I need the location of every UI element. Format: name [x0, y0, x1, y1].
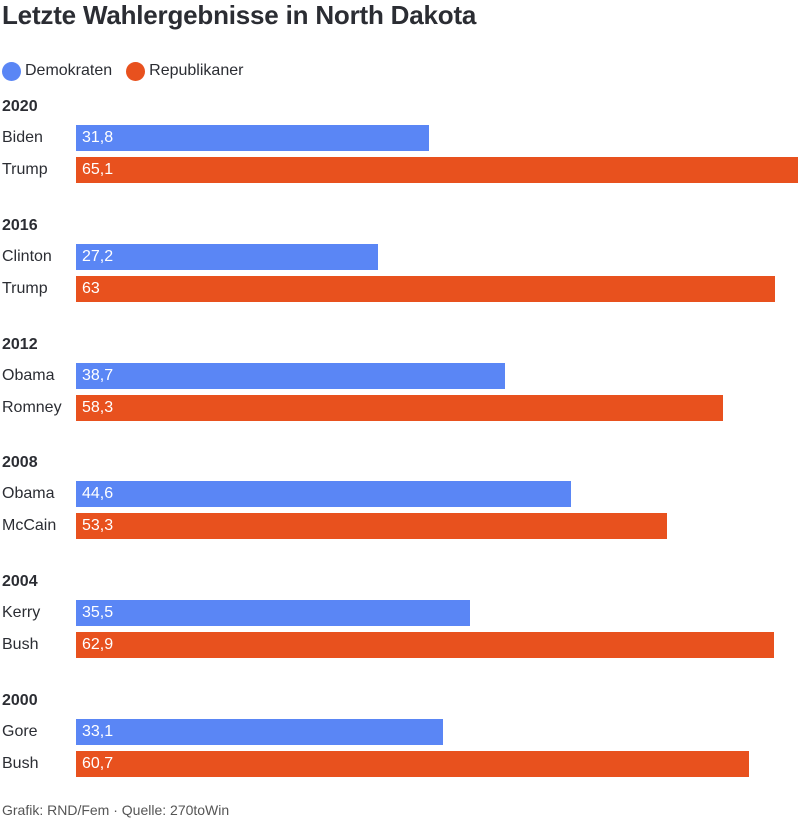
bar-democrats: 38,7: [76, 362, 505, 389]
group-label-2020: 2020: [2, 98, 38, 115]
candidate-label: Kerry: [2, 604, 41, 622]
candidate-label: Trump: [2, 279, 48, 297]
bar-democrats: 44,6: [76, 481, 571, 508]
candidate-label: Gore: [2, 723, 38, 740]
bar-value-label: 62,9: [82, 636, 114, 654]
candidate-label: Bush: [2, 636, 39, 654]
bar-republicans: 58,3: [76, 394, 723, 421]
legend-label-republicans: Republikaner: [149, 62, 244, 79]
bar-democrats: 35,5: [76, 600, 470, 627]
bar-democrats: 27,2: [76, 243, 378, 270]
chart-footer: Grafik: RND/Fem · Quelle: 270toWin: [2, 802, 230, 818]
group-label-2008: 2008: [2, 454, 38, 472]
group-label-2016: 2016: [2, 216, 38, 234]
bar-republicans: 65,1: [76, 157, 798, 183]
bar-value-label: 31,8: [82, 129, 114, 146]
bar-democrats: 33,1: [76, 719, 443, 745]
legend-item-democrats: Demokraten: [2, 61, 113, 81]
bar-value-label: 53,3: [82, 517, 114, 535]
bar-value-label: 38,7: [82, 366, 114, 384]
candidate-label: Bush: [2, 755, 39, 772]
bar-value-label: 58,3: [82, 398, 114, 416]
bar-republicans: 62,9: [76, 632, 774, 659]
candidate-label: McCain: [2, 517, 57, 535]
bar-republicans: 60,7: [76, 751, 749, 777]
legend-label-democrats: Demokraten: [25, 62, 113, 79]
chart-title: Letzte Wahlergebnisse in North Dakota: [2, 0, 477, 30]
bar-value-label: 65,1: [82, 161, 114, 178]
candidate-label: Obama: [2, 366, 55, 384]
legend-dot-democrats: [2, 61, 21, 81]
legend-dot-republicans: [126, 61, 146, 81]
bar-republicans: 53,3: [76, 513, 667, 540]
bar-republicans: 63: [76, 275, 775, 302]
bar-value-label: 44,6: [82, 485, 114, 503]
candidate-label: Clinton: [2, 247, 52, 265]
candidate-label: Biden: [2, 129, 43, 146]
candidate-label: Trump: [2, 161, 48, 178]
bar-value-label: 27,2: [82, 247, 114, 265]
candidate-label: Romney: [2, 398, 62, 416]
bar-value-label: 35,5: [82, 604, 114, 622]
group-label-2012: 2012: [2, 335, 38, 353]
bar-value-label: 60,7: [82, 755, 114, 772]
bar-value-label: 33,1: [82, 723, 114, 740]
candidate-label: Obama: [2, 485, 55, 503]
bar-value-label: 63: [82, 279, 100, 297]
bar-democrats: 31,8: [76, 125, 429, 151]
group-label-2004: 2004: [2, 573, 38, 591]
group-label-2000: 2000: [2, 692, 38, 709]
legend: Demokraten Republikaner: [2, 60, 257, 82]
legend-item-republicans: Republikaner: [126, 61, 244, 81]
